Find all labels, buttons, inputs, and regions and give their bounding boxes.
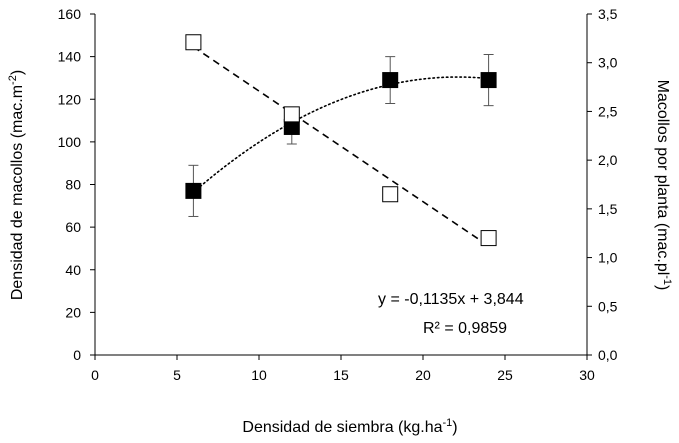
- y-left-tick-label: 60: [65, 219, 81, 235]
- y-left-tick-label: 100: [58, 134, 82, 150]
- x-tick-label: 10: [251, 367, 267, 383]
- open-square-point: [185, 34, 202, 51]
- x-tick-label: 5: [173, 367, 181, 383]
- x-tick-label: 25: [497, 367, 513, 383]
- data-marks: [185, 34, 497, 247]
- quadratic-trendline: [192, 76, 490, 194]
- y-right-axis-label: Macollos por planta (mac.pl-1): [654, 80, 673, 291]
- x-tick-label: 0: [91, 367, 99, 383]
- y-right-tick-label: 2,0: [598, 152, 618, 168]
- y-left-axis-label: Densidad de macollos (mac.m-2): [7, 70, 26, 300]
- y-right-tick-label: 3,5: [598, 6, 618, 22]
- tick-labels: 0 5 10 15 20 25 30 0 20 40 60 80 100 120 140 160 0,0 0,5 1…: [58, 6, 618, 383]
- open-square-point: [382, 186, 399, 203]
- open-square-point: [480, 230, 497, 247]
- y-right-tick-label: 1,5: [598, 201, 618, 217]
- x-tick-label: 30: [579, 367, 595, 383]
- y-right-tick-label: 3,0: [598, 55, 618, 71]
- y-left-tick-label: 120: [58, 91, 82, 107]
- y-right-tick-label: 0,5: [598, 298, 618, 314]
- y-left-tick-label: 20: [65, 304, 81, 320]
- y-left-tick-label: 0: [73, 347, 81, 363]
- y-right-tick-label: 0,0: [598, 347, 618, 363]
- axes: [90, 13, 592, 360]
- x-tick-label: 15: [333, 367, 349, 383]
- filled-square-point: [382, 72, 399, 89]
- x-axis-label: Densidad de siembra (kg.ha-1): [242, 417, 457, 436]
- linear-trendline: [192, 46, 490, 247]
- y-left-tick-label: 80: [65, 177, 81, 193]
- y-right-tick-label: 1,0: [598, 250, 618, 266]
- x-tick-label: 20: [415, 367, 431, 383]
- r-squared-label: R² = 0,9859: [423, 320, 507, 337]
- regression-equation: y = -0,1135x + 3,844: [378, 291, 524, 308]
- trendlines: [192, 46, 490, 247]
- y-right-tick-label: 2,5: [598, 103, 618, 119]
- y-left-tick-label: 160: [58, 6, 82, 22]
- y-left-tick-label: 40: [65, 262, 81, 278]
- filled-square-point: [185, 182, 202, 199]
- open-square-point: [283, 106, 300, 123]
- filled-square-point: [480, 72, 497, 89]
- y-left-tick-label: 140: [58, 49, 82, 65]
